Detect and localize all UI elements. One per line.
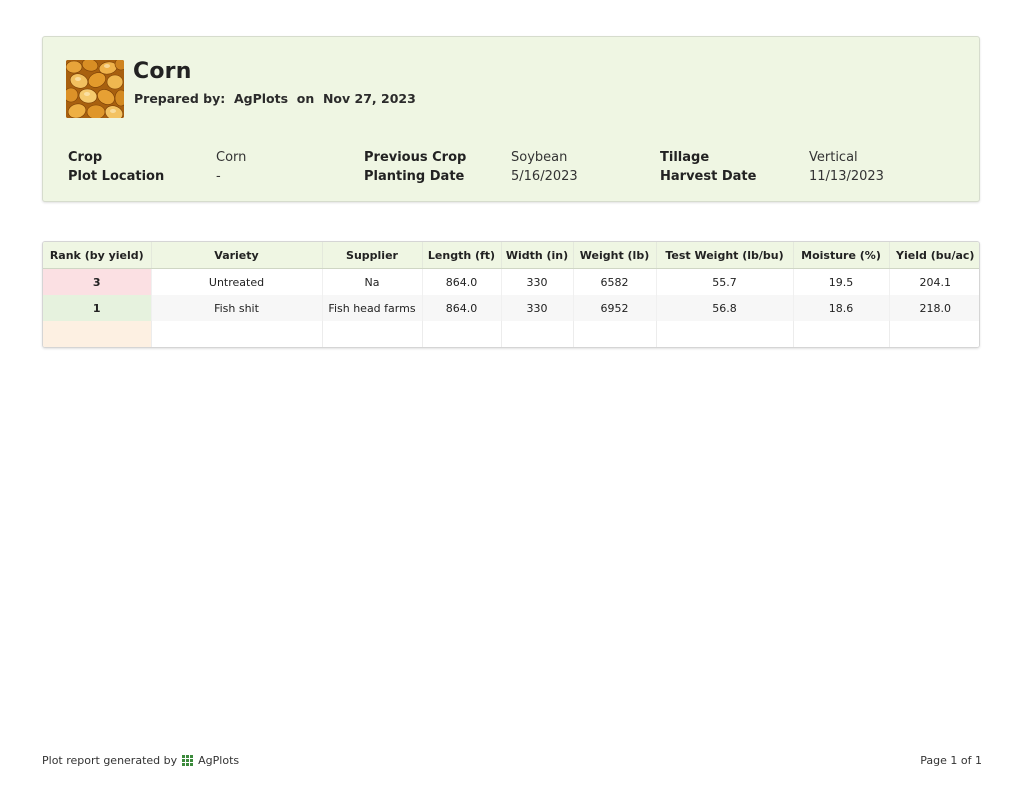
width-cell: 330 (501, 295, 574, 321)
tillage-label: Tillage (660, 150, 710, 165)
report-header-card: Corn Prepared by: AgPlots on Nov 27, 202… (42, 36, 980, 202)
info-row-2: Plot Location - Planting Date 5/16/2023 … (68, 169, 948, 188)
planting-date-value: 5/16/2023 (511, 169, 578, 184)
test-weight-cell: 56.8 (656, 295, 794, 321)
col-header-weight[interactable]: Weight (lb) (573, 242, 657, 269)
harvest-date-label: Harvest Date (660, 169, 757, 184)
empty-cell (793, 321, 890, 347)
plot-location-value: - (216, 169, 221, 184)
tillage-value: Vertical (809, 150, 858, 165)
empty-cell (151, 321, 323, 347)
empty-cell (422, 321, 502, 347)
supplier-cell: Fish head farms (322, 295, 423, 321)
corn-kernels-icon (66, 60, 124, 118)
previous-crop-value: Soybean (511, 150, 568, 165)
plot-info-grid: Crop Corn Previous Crop Soybean Tillage … (68, 150, 948, 188)
empty-cell (573, 321, 657, 347)
moisture-cell: 18.6 (793, 295, 890, 321)
col-header-supplier[interactable]: Supplier (322, 242, 423, 269)
on-label: on (296, 91, 315, 106)
col-header-variety[interactable]: Variety (151, 242, 323, 269)
footer-generated-by: Plot report generated by AgPlots (42, 754, 239, 767)
empty-summary-row (43, 321, 979, 347)
weight-cell: 6952 (573, 295, 657, 321)
prepared-by-name: AgPlots (233, 91, 289, 106)
empty-cell (501, 321, 574, 347)
width-cell: 330 (501, 268, 574, 295)
footer-generated-label: Plot report generated by (42, 754, 178, 767)
col-header-test-weight[interactable]: Test Weight (lb/bu) (656, 242, 794, 269)
yield-cell: 204.1 (889, 268, 979, 295)
harvest-date-value: 11/13/2023 (809, 169, 884, 184)
prepared-label: Prepared by: (134, 91, 226, 106)
page-number: Page 1 of 1 (920, 754, 982, 767)
empty-cell (322, 321, 423, 347)
test-weight-cell: 55.7 (656, 268, 794, 295)
col-header-moisture[interactable]: Moisture (%) (793, 242, 890, 269)
variety-cell: Fish shit (151, 295, 323, 321)
grid-icon (182, 755, 194, 766)
col-header-width[interactable]: Width (in) (501, 242, 574, 269)
footer-brand: AgPlots (198, 754, 240, 767)
crop-value: Corn (216, 150, 247, 165)
supplier-cell: Na (322, 268, 423, 295)
col-header-length[interactable]: Length (ft) (422, 242, 502, 269)
info-row-1: Crop Corn Previous Crop Soybean Tillage … (68, 150, 948, 169)
previous-crop-label: Previous Crop (364, 150, 467, 165)
variety-cell: Untreated (151, 268, 323, 295)
crop-label: Crop (68, 150, 103, 165)
prepared-by-line: Prepared by: AgPlots on Nov 27, 2023 (134, 91, 416, 106)
rank-cell: 3 (43, 268, 152, 295)
planting-date-label: Planting Date (364, 169, 465, 184)
weight-cell: 6582 (573, 268, 657, 295)
results-table: Rank (by yield) Variety Supplier Length … (43, 242, 979, 347)
length-cell: 864.0 (422, 268, 502, 295)
page-title: Corn (133, 59, 192, 84)
table-row: 1 Fish shit Fish head farms 864.0 330 69… (43, 295, 979, 321)
table-header-row: Rank (by yield) Variety Supplier Length … (43, 242, 979, 269)
rank-cell: 1 (43, 295, 152, 321)
results-table-container: Rank (by yield) Variety Supplier Length … (42, 241, 980, 348)
corn-kernels-photo (66, 60, 124, 118)
report-date: Nov 27, 2023 (322, 91, 416, 106)
plot-location-label: Plot Location (68, 169, 165, 184)
yield-cell: 218.0 (889, 295, 979, 321)
col-header-rank[interactable]: Rank (by yield) (43, 242, 152, 269)
empty-cell (43, 321, 152, 347)
empty-cell (888, 321, 979, 347)
table-row: 3 Untreated Na 864.0 330 6582 55.7 19.5 … (43, 268, 979, 295)
moisture-cell: 19.5 (793, 268, 890, 295)
length-cell: 864.0 (422, 295, 502, 321)
empty-cell (656, 321, 794, 347)
col-header-yield[interactable]: Yield (bu/ac) (889, 242, 979, 269)
